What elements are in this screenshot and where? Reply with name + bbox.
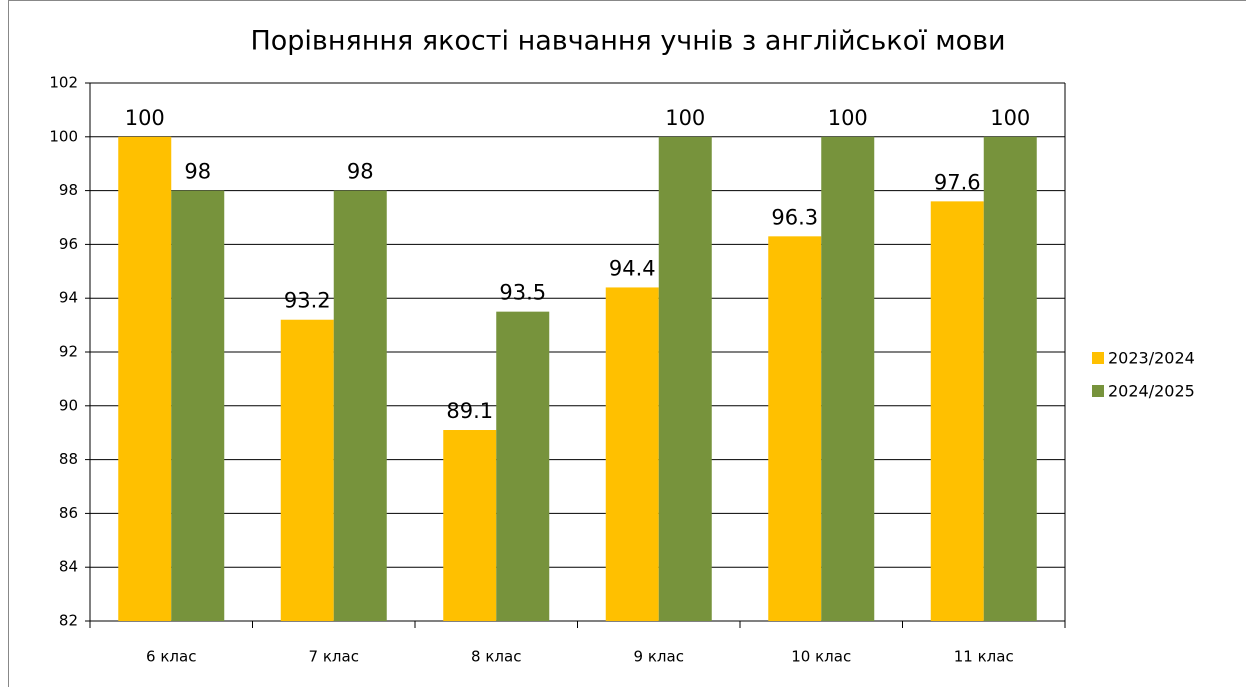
legend-label: 2024/2025 [1108, 382, 1195, 401]
value-label: 98 [347, 160, 374, 184]
y-tick-label: 96 [59, 235, 78, 253]
y-tick-label: 98 [59, 181, 78, 199]
value-label: 94.4 [609, 256, 656, 280]
x-tick-label: 9 клас [634, 648, 684, 666]
value-label: 98 [184, 160, 211, 184]
x-tick-label: 11 клас [954, 648, 1014, 666]
value-label: 96.3 [771, 205, 818, 229]
legend-swatch [1092, 352, 1104, 364]
x-tick-label: 8 клас [471, 648, 521, 666]
bar [605, 287, 659, 621]
bar [333, 190, 387, 621]
bar [658, 136, 712, 622]
value-label: 93.2 [284, 289, 331, 313]
bar [118, 136, 172, 622]
bar [443, 430, 497, 621]
bar [280, 319, 334, 621]
legend-swatch [1092, 385, 1104, 397]
y-tick-label: 94 [59, 289, 78, 307]
y-tick-label: 90 [59, 396, 78, 414]
bar [496, 311, 550, 621]
legend-label: 2023/2024 [1108, 349, 1195, 368]
value-label: 100 [990, 106, 1030, 130]
y-tick-label: 82 [59, 612, 78, 630]
value-label: 100 [665, 106, 705, 130]
x-tick-label: 7 клас [309, 648, 359, 666]
y-tick-label: 100 [49, 127, 78, 145]
bar [768, 236, 822, 621]
bar [171, 190, 225, 621]
bar [930, 201, 984, 622]
bar [983, 136, 1037, 622]
y-tick-label: 84 [59, 558, 78, 576]
y-tick-label: 86 [59, 504, 78, 522]
value-label: 100 [125, 106, 165, 130]
bar [821, 136, 875, 622]
chart-title: Порівняння якості навчання учнів з англі… [250, 26, 1005, 57]
y-tick-label: 92 [59, 343, 78, 361]
y-tick-label: 88 [59, 450, 78, 468]
x-tick-label: 10 клас [791, 648, 851, 666]
value-label: 97.6 [934, 170, 981, 194]
value-label: 89.1 [446, 399, 493, 423]
y-tick-label: 102 [49, 74, 78, 92]
x-tick-label: 6 клас [146, 648, 196, 666]
value-label: 100 [828, 106, 868, 130]
value-label: 93.5 [499, 281, 546, 305]
